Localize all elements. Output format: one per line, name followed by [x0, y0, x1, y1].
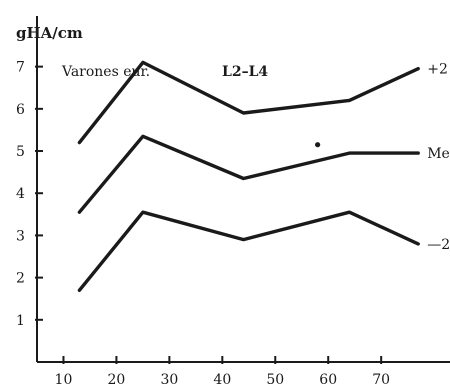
- y-tick-label-7: 7: [16, 60, 25, 76]
- y-tick-label-6: 6: [16, 102, 25, 118]
- x-tick-label-40: 40: [213, 372, 231, 388]
- y-tick-label-2: 2: [16, 271, 25, 287]
- series-labels: +2 de Media —2 de: [427, 62, 450, 253]
- x-tick-label-10: 10: [55, 372, 73, 388]
- annotation-region: L2–L4: [222, 64, 268, 80]
- series-line-1: [77, 134, 420, 214]
- series-lines: [77, 60, 420, 292]
- x-tick-label-50: 50: [266, 372, 284, 388]
- y-tick-label-4: 4: [16, 186, 25, 202]
- x-tick-label-60: 60: [319, 372, 337, 388]
- x-tick-label-20: 20: [108, 372, 126, 388]
- x-ticks: 10 20 30 40 50 60 70: [55, 356, 390, 388]
- series-label-0: +2 de: [427, 62, 450, 78]
- x-tick-label-30: 30: [160, 372, 178, 388]
- y-tick-label-5: 5: [16, 144, 25, 160]
- series-line-2: [77, 210, 420, 292]
- y-tick-label-1: 1: [16, 313, 25, 329]
- y-tick-label-3: 3: [16, 228, 25, 244]
- series-line-0: [77, 60, 420, 145]
- data-points: [315, 142, 321, 148]
- series-label-2: —2 de: [427, 237, 450, 253]
- y-axis-label: gHA/cm: [16, 24, 83, 42]
- x-tick-label-70: 70: [372, 372, 390, 388]
- annotation-group: Varones eur.: [61, 64, 150, 80]
- y-ticks: 1 2 3 4 5 6 7: [16, 60, 43, 329]
- data-point-0: [315, 142, 321, 148]
- series-label-1: Media: [427, 146, 450, 162]
